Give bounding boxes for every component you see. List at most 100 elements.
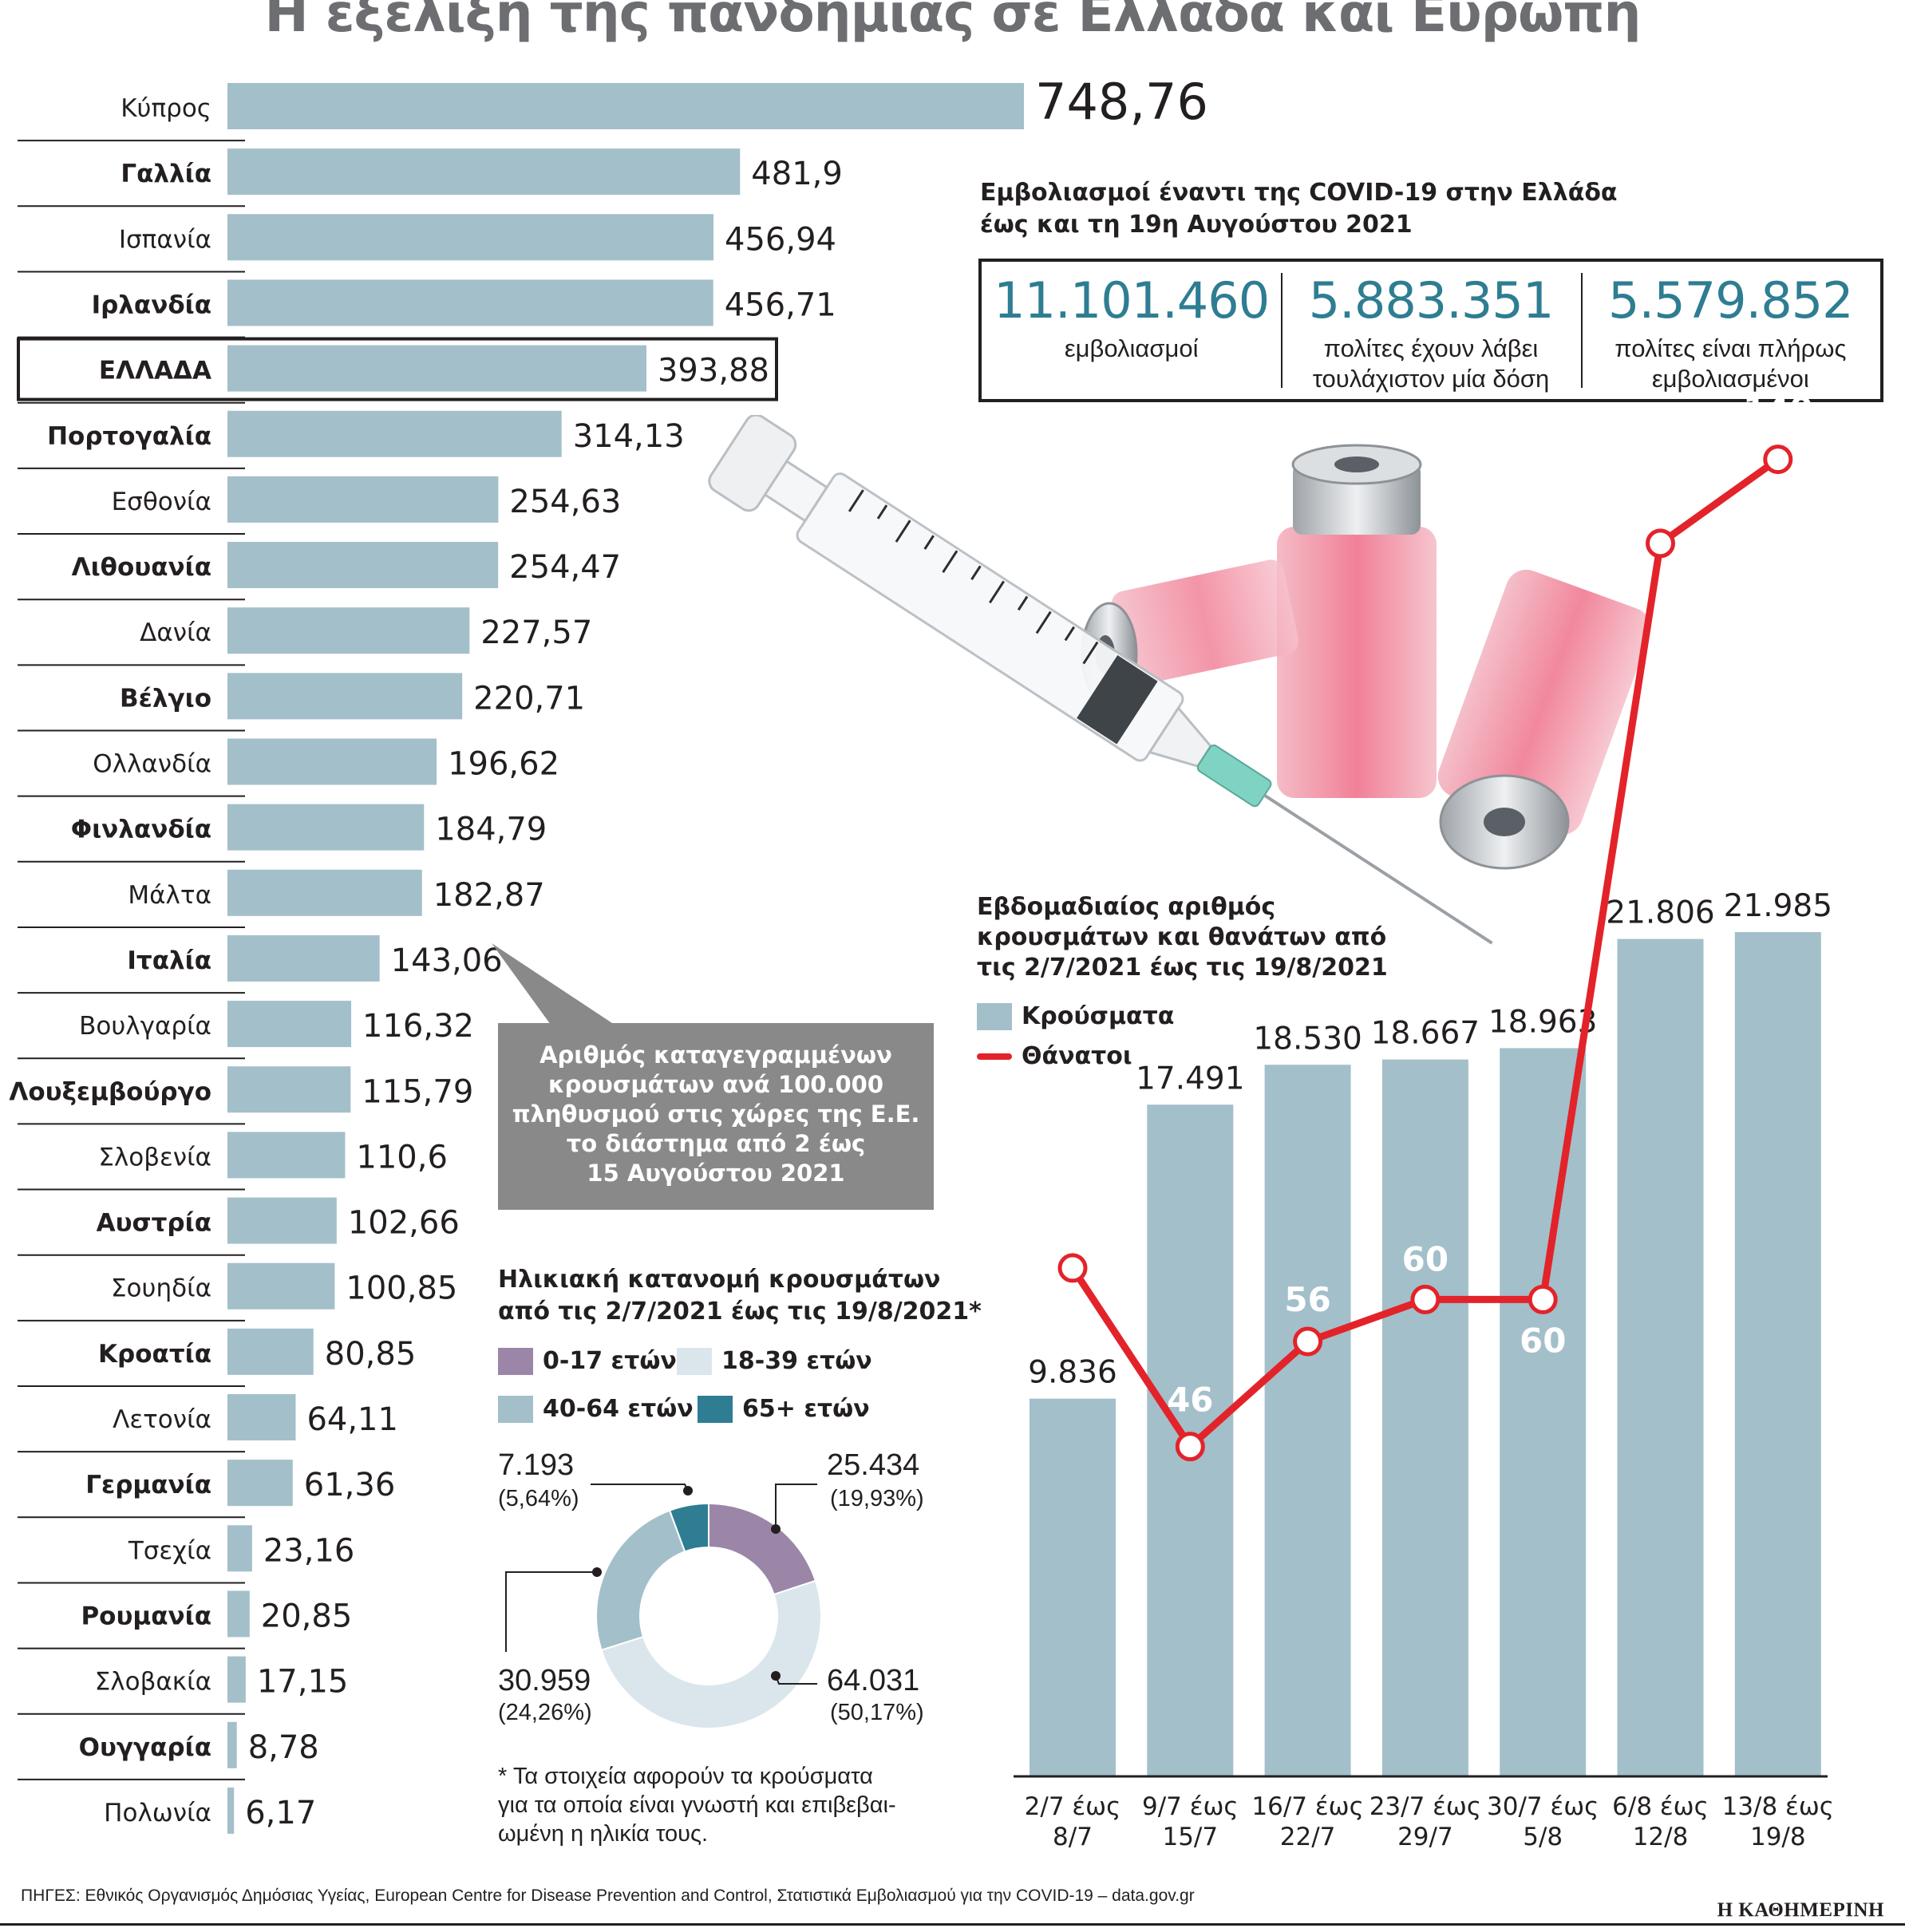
country-label: Ρουμανία: [81, 1602, 211, 1630]
donut-pct-40-64: (24,26%): [498, 1700, 592, 1725]
country-value-label: 143,06: [391, 942, 503, 979]
deaths-point: [1057, 1253, 1088, 1283]
country-value-label: 6,17: [245, 1795, 316, 1831]
country-label: Ολλανδία: [93, 750, 211, 779]
legend-label: 65+ ετών: [742, 1395, 870, 1423]
bottom-rule: [0, 1923, 1905, 1926]
country-value-label: 115,79: [362, 1073, 473, 1110]
country-value-label: 314,13: [573, 418, 685, 455]
weekly-title-line-2: κρουσμάτων και θανάτων από: [977, 923, 1387, 951]
weekly-title-line-3: τις 2/7/2021 έως τις 19/8/2021: [977, 954, 1388, 982]
country-label: Σλοβενία: [98, 1143, 211, 1171]
stat-label: εμβολιασμοί: [1064, 334, 1199, 362]
note-line: Αριθμός καταγεγραμμένων: [539, 1041, 892, 1069]
deaths-point: [1763, 444, 1793, 475]
country-bar: [227, 934, 380, 982]
deaths-value-label: 132: [1626, 474, 1696, 513]
country-value-label: 393,88: [658, 353, 769, 389]
legend-label: 40-64 ετών: [543, 1395, 694, 1423]
donut-label-65-plus: 7.193: [498, 1448, 575, 1482]
deaths-point: [1646, 528, 1675, 559]
cases-bar: [1734, 932, 1821, 1776]
week-tick-label: 22/7: [1280, 1823, 1336, 1851]
country-label: Γαλλία: [121, 160, 211, 188]
country-value-label: 182,87: [433, 877, 545, 914]
week-tick-label: 2/7 έως: [1025, 1792, 1121, 1821]
donut-label-18-39: 64.031: [827, 1664, 920, 1697]
syringe: [708, 415, 1493, 945]
week-tick-label: 8/7: [1053, 1823, 1093, 1851]
cases-bar: [1500, 1048, 1587, 1776]
donut-leader-dot: [771, 1524, 781, 1534]
callout-pointer: [492, 943, 615, 1025]
deaths-point: [1175, 1432, 1205, 1462]
week-tick-label: 23/7 έως: [1369, 1792, 1481, 1821]
age-title-line-2: από τις 2/7/2021 έως τις 19/8/2021*: [498, 1298, 982, 1326]
legend-age-18-39: 18-39 ετών: [677, 1347, 872, 1375]
vaccination-title-line-2: έως και τη 19η Αυγούστου 2021: [980, 211, 1413, 239]
country-value-label: 100,85: [346, 1270, 457, 1307]
cases-value-label: 18.963: [1488, 1004, 1597, 1040]
publisher-logo: Η ΚΑΘΗΜΕΡΙΝΗ: [1717, 1899, 1884, 1921]
page-title: Η εξέλιξη της πανδημίας σε Ελλάδα και Ευ…: [264, 0, 1641, 44]
country-bar: [227, 1590, 250, 1638]
cases-bar: [1381, 1059, 1468, 1776]
country-bar: [227, 673, 463, 720]
country-value-label: 481,9: [751, 156, 843, 192]
footnote-line: * Τα στοιχεία αφορούν τα κρούσματα: [498, 1764, 873, 1789]
stat-label: πολίτες έχουν λάβει τουλάχιστον μία δόση: [1281, 334, 1580, 394]
weekly-title-line-1: Εβδομαδιαίος αριθμός: [977, 893, 1276, 921]
country-value-label: 220,71: [473, 680, 585, 717]
country-value-label: 23,16: [263, 1532, 355, 1569]
age-footnote: * Τα στοιχεία αφορούν τα κρούσματα για τ…: [498, 1762, 896, 1848]
country-bar: [227, 869, 422, 916]
country-value-label: 102,66: [348, 1205, 460, 1242]
country-value-label: 20,85: [261, 1598, 353, 1634]
country-bar: [227, 410, 562, 457]
legend-age-40-64: 40-64 ετών: [498, 1395, 694, 1423]
vaccination-title-line-1: Εμβολιασμοί έναντι της COVID-19 στην Ελλ…: [980, 179, 1618, 207]
country-value-label: 64,11: [306, 1401, 398, 1438]
vaccinations-full: 5.579.852 πολίτες είναι πλήρως εμβολιασμ…: [1580, 262, 1880, 399]
donut-pct-65-plus: (5,64%): [498, 1486, 579, 1511]
age-title-line-1: Ηλικιακή κατανομή κρουσμάτων: [498, 1266, 941, 1294]
country-label: Μάλτα: [128, 881, 211, 910]
country-value-label: 196,62: [448, 746, 559, 783]
country-label: Κύπρος: [121, 94, 211, 123]
country-label: Πορτογαλία: [47, 422, 211, 451]
country-value-label: 456,71: [725, 286, 836, 323]
country-value-label: 254,63: [509, 484, 621, 520]
week-tick-label: 19/8: [1750, 1823, 1806, 1851]
vaccination-stats-box: 11.101.460 εμβολιασμοί 5.883.351 πολίτες…: [978, 259, 1883, 402]
country-bar: [227, 804, 425, 851]
cases-value-label: 17.491: [1136, 1061, 1244, 1096]
country-label: Λουξεμβούργο: [9, 1077, 211, 1106]
country-label: Ουγγαρία: [79, 1733, 211, 1762]
country-label: Αυστρία: [97, 1209, 211, 1238]
age-chart-title: Ηλικιακή κατανομή κρουσμάτων από τις 2/7…: [498, 1264, 982, 1328]
country-value-label: 456,94: [725, 221, 836, 258]
country-bar: [227, 1001, 352, 1048]
note-line: πληθυσμού στις χώρες της Ε.Ε.: [512, 1100, 920, 1128]
country-label: Κροατία: [98, 1340, 211, 1369]
vaccinations-total: 11.101.460 εμβολιασμοί: [982, 262, 1281, 399]
country-bar: [227, 1328, 314, 1375]
country-bar: [227, 214, 714, 261]
country-label: Λιθουανία: [72, 553, 211, 582]
stat-number: 5.579.852: [1608, 271, 1854, 330]
donut-pct-18-39: (50,17%): [830, 1700, 924, 1725]
legend-cases: Κρούσματα: [977, 1002, 1174, 1030]
country-bar: [227, 279, 713, 326]
vial-center: [1277, 444, 1437, 798]
legend-label: Θάνατοι: [1022, 1042, 1132, 1070]
donut-leader-line: [775, 1484, 817, 1529]
deaths-point: [1528, 1284, 1558, 1314]
country-bar: [227, 738, 437, 785]
week-tick-label: 30/7 έως: [1487, 1792, 1599, 1821]
country-value-label: 8,78: [248, 1729, 319, 1766]
stat-label-line: εμβολιασμένοι: [1651, 365, 1809, 393]
country-label: Ισπανία: [119, 225, 211, 254]
week-tick-label: 15/7: [1162, 1823, 1218, 1851]
deaths-value-label: 46: [1167, 1381, 1213, 1420]
donut-label-0-17: 25.434: [827, 1448, 920, 1482]
